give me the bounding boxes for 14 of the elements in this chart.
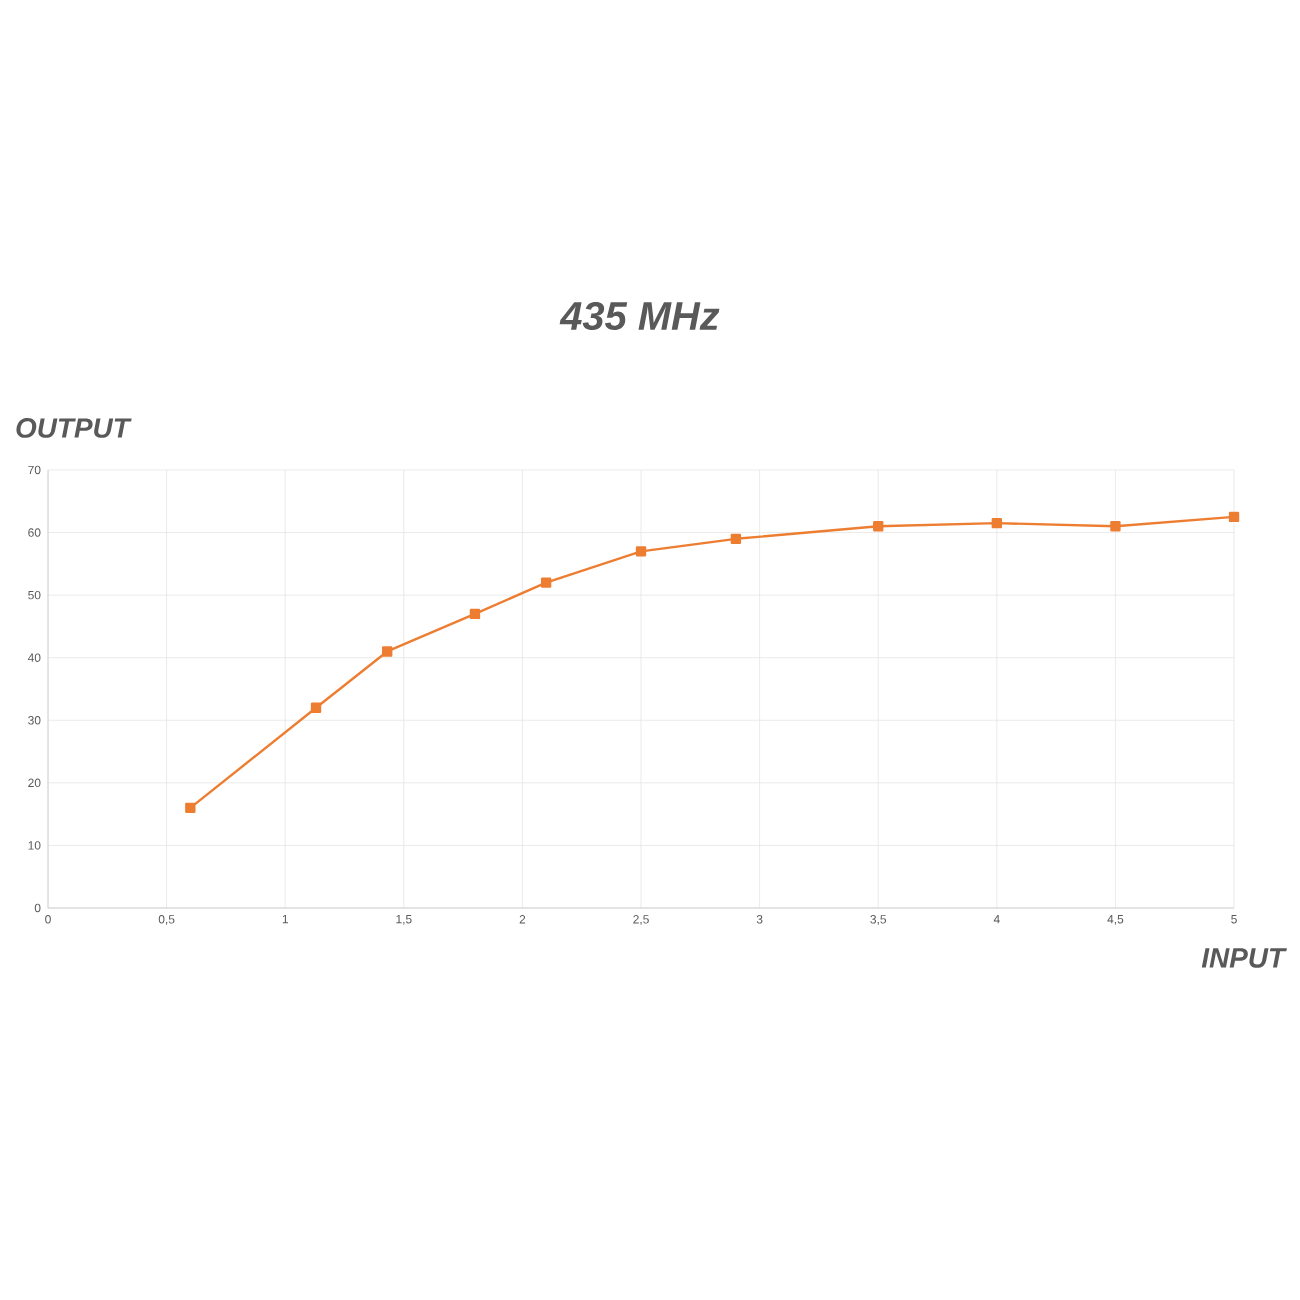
point <box>469 608 481 620</box>
point <box>991 517 1003 529</box>
chart-title: 435 MHz <box>559 301 720 331</box>
y-axis-title: OUTPUT <box>16 418 132 438</box>
point <box>873 521 884 532</box>
x-axis-title: INPUT <box>1201 948 1287 968</box>
point <box>730 533 742 544</box>
point <box>382 646 393 657</box>
point <box>1228 511 1240 523</box>
point <box>185 802 196 814</box>
point <box>635 546 647 557</box>
point <box>540 577 552 588</box>
point <box>310 702 322 713</box>
point <box>1110 521 1121 532</box>
